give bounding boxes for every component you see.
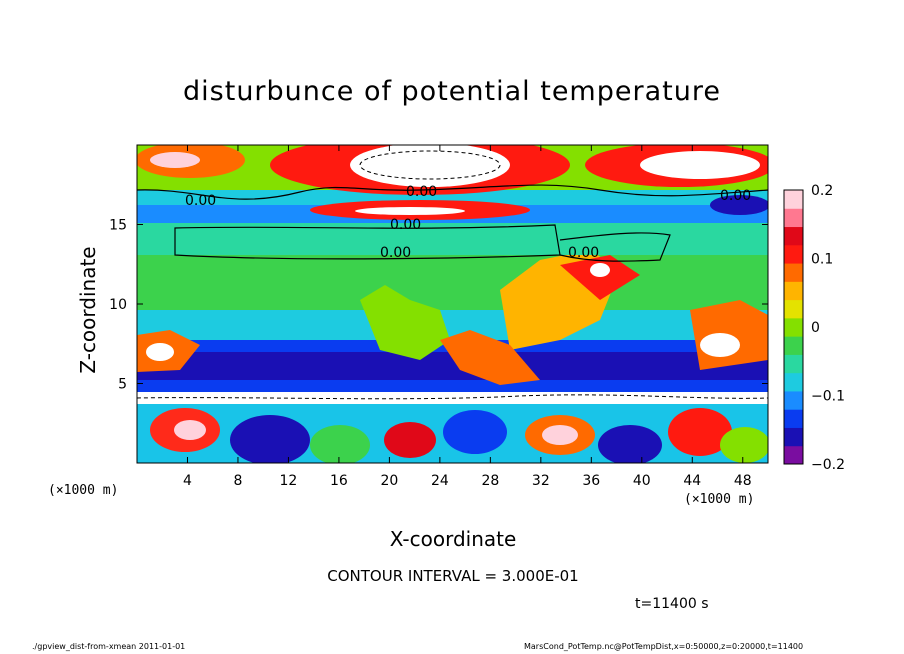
x-unit-label-right: (×1000 m): [684, 492, 755, 507]
contour-label: 0.00: [720, 188, 751, 204]
colorbar-swatch: [784, 427, 803, 447]
y-axis-label: Z-coordinate: [76, 246, 100, 374]
contour-interval: CONTOUR INTERVAL = 3.000E-01: [327, 567, 579, 585]
contour-labels: 0.00 0.00 0.00 0.00 0.00 0.00: [185, 184, 751, 261]
x-tick-label: 8: [233, 473, 242, 489]
x-tick-label: 32: [532, 473, 550, 489]
colorbar-tick-label: −0.2: [811, 457, 845, 473]
y-tick-label: 5: [118, 377, 127, 393]
colorbar-ticks: 0.2 0.1 0 −0.1 −0.2: [811, 183, 845, 473]
colorbar-frame: [783, 189, 804, 465]
chart-title: disturbunce of potential temperature: [183, 76, 721, 107]
colorbar-swatch: [784, 354, 803, 374]
contour-label: 0.00: [390, 217, 421, 233]
colorbar-swatch: [784, 208, 803, 228]
x-tick-label: 28: [481, 473, 499, 489]
x-tick-label: 48: [734, 473, 752, 489]
colorbar-swatch: [784, 390, 803, 410]
footer-right: MarsCond_PotTemp.nc@PotTempDist,x=0:5000…: [524, 642, 804, 651]
x-tick-label: 12: [280, 473, 298, 489]
x-axis-label: X-coordinate: [389, 527, 517, 551]
colorbar-swatch: [784, 372, 803, 392]
colorbar-tick-label: −0.1: [811, 389, 845, 405]
x-unit-label-left: (×1000 m): [48, 483, 119, 498]
colorbar-swatch: [784, 190, 803, 209]
x-tick-label: 4: [183, 473, 192, 489]
x-tick-label: 16: [330, 473, 348, 489]
colorbar-swatch: [784, 409, 803, 428]
colorbar-swatch: [784, 317, 803, 337]
colorbar-swatch: [784, 244, 803, 264]
colorbar-swatch: [784, 336, 803, 355]
contour-label: 0.00: [380, 245, 411, 261]
y-tick-label: 15: [109, 218, 127, 234]
colorbar: [784, 190, 803, 465]
contour-label: 0.00: [185, 193, 216, 209]
colorbar-swatch: [784, 299, 803, 319]
colorbar-tick-label: 0.2: [811, 183, 833, 199]
colorbar-swatch: [784, 263, 803, 282]
x-axis: 4 8 12 16 20 24 28 32 36 40 44 48: [183, 145, 752, 489]
colorbar-swatch: [784, 281, 803, 301]
footer-left: ./gpview_dist-from-xmean 2011-01-01: [32, 642, 186, 651]
colorbar-tick-label: 0: [811, 320, 820, 336]
heatmap-field: [137, 145, 768, 463]
colorbar-tick-label: 0.1: [811, 252, 833, 268]
contour-label: 0.00: [406, 184, 437, 200]
colorbar-swatch: [784, 445, 803, 465]
colorbar-swatch: [784, 226, 803, 246]
y-axis: 5 10 15: [109, 218, 768, 393]
y-tick-label: 10: [109, 297, 127, 313]
x-tick-label: 44: [683, 473, 701, 489]
x-tick-label: 20: [380, 473, 398, 489]
contour-label: 0.00: [568, 245, 599, 261]
x-tick-label: 40: [633, 473, 651, 489]
time-label: t=11400 s: [635, 596, 709, 612]
x-tick-label: 36: [582, 473, 600, 489]
x-tick-label: 24: [431, 473, 449, 489]
